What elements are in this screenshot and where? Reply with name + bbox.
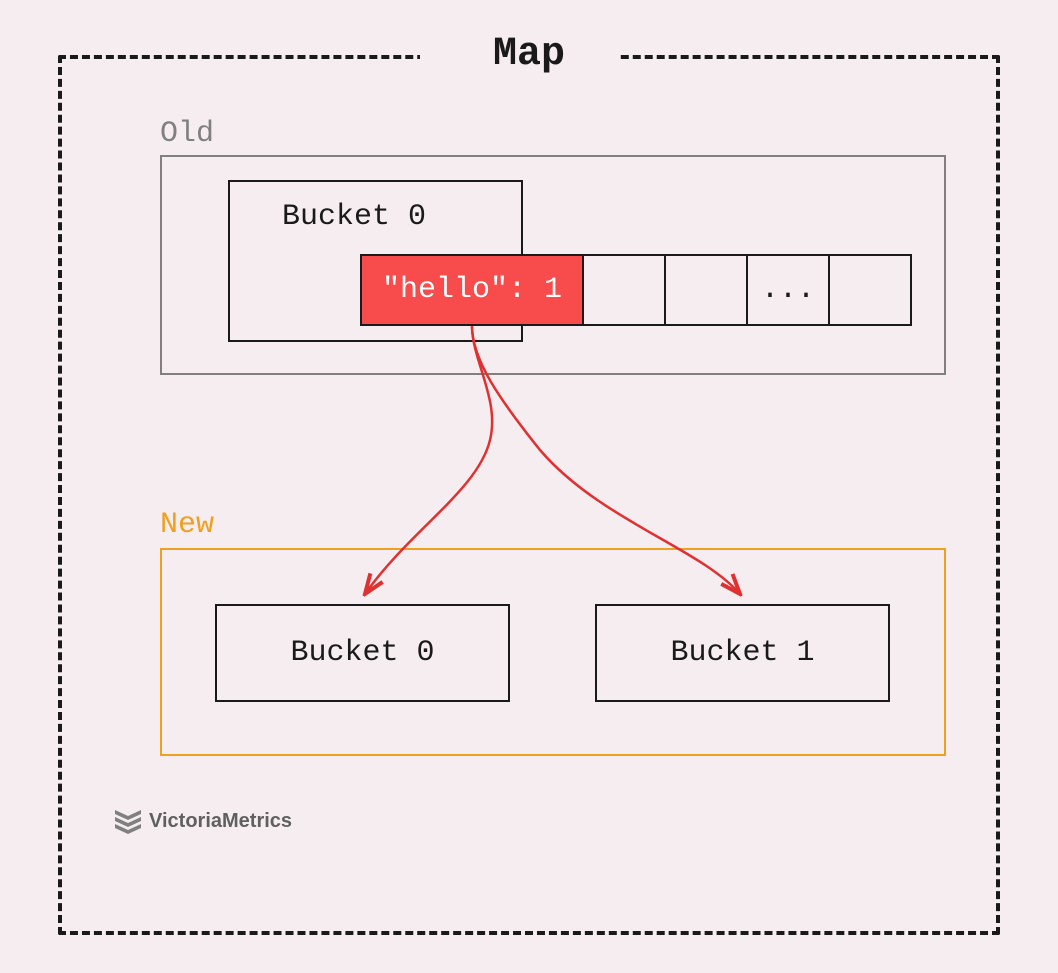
branding: VictoriaMetrics xyxy=(113,806,292,836)
slot-2 xyxy=(666,254,748,326)
slot-highlighted: "hello": 1 xyxy=(360,254,584,326)
new-bucket-1: Bucket 1 xyxy=(595,604,890,702)
new-label: New xyxy=(160,508,214,542)
map-title: Map xyxy=(0,32,1058,77)
old-bucket-0-label: Bucket 0 xyxy=(282,200,426,234)
victoriametrics-icon xyxy=(113,806,143,836)
slot-3: ... xyxy=(748,254,830,326)
slot-4 xyxy=(830,254,912,326)
old-bucket-0-slots: "hello": 1 ... xyxy=(360,254,912,326)
old-label: Old xyxy=(160,117,214,151)
branding-text: VictoriaMetrics xyxy=(149,810,292,833)
new-bucket-0: Bucket 0 xyxy=(215,604,510,702)
slot-1 xyxy=(584,254,666,326)
